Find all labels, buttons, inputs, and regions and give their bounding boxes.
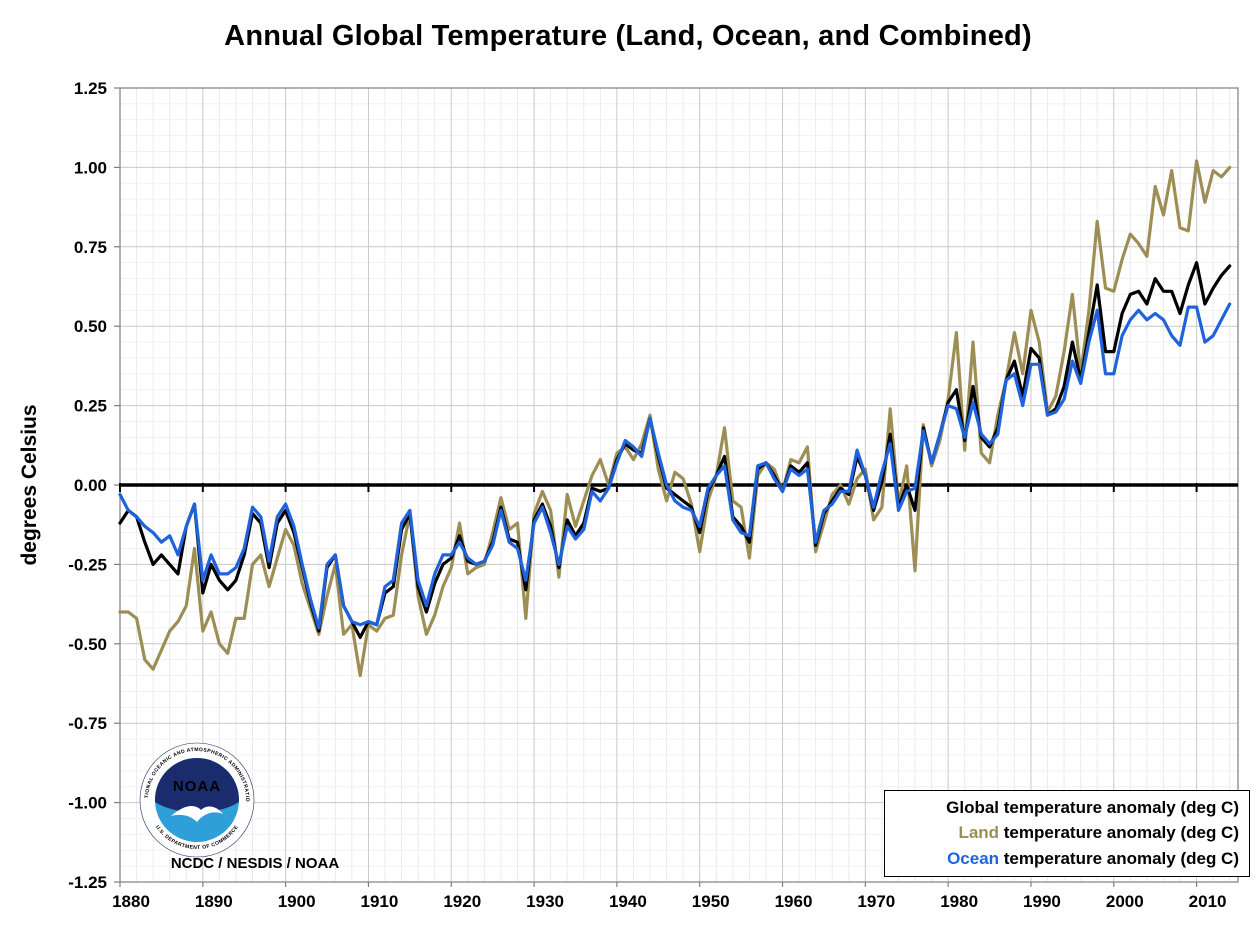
legend-entry: Land temperature anomaly (deg C) (889, 823, 1239, 843)
svg-text:0.25: 0.25 (74, 397, 107, 416)
svg-text:2000: 2000 (1106, 892, 1144, 911)
legend-entry-series: Global (946, 797, 1000, 817)
svg-text:0.75: 0.75 (74, 238, 107, 257)
chart-title: Annual Global Temperature (Land, Ocean, … (224, 20, 1032, 52)
noaa-acronym: NOAA (173, 778, 221, 795)
svg-text:1940: 1940 (609, 892, 647, 911)
noaa-sky (155, 758, 239, 813)
legend-entry-label: temperature anomaly (deg C) (999, 848, 1239, 868)
svg-text:1.00: 1.00 (74, 158, 107, 177)
legend-entry-label: temperature anomaly (deg C) (999, 823, 1239, 843)
svg-text:1920: 1920 (443, 892, 481, 911)
svg-text:-1.25: -1.25 (68, 873, 107, 892)
series-lines (118, 159, 1232, 678)
legend-entry-series: Land (958, 823, 1000, 843)
svg-text:1970: 1970 (857, 892, 895, 911)
svg-text:-0.25: -0.25 (68, 555, 107, 574)
legend: Global temperature anomaly (deg C) Land … (884, 790, 1250, 877)
legend-entry-series: Ocean (947, 848, 1000, 868)
zero-axis (119, 483, 1238, 492)
svg-text:-0.75: -0.75 (68, 714, 107, 733)
legend-entry: Global temperature anomaly (deg C) (889, 798, 1239, 818)
plot-border (114, 87, 1239, 887)
svg-text:1880: 1880 (112, 892, 150, 911)
x-tick-labels: 1880 1890 1900 1910 1920 1930 1940 1950 1960 1970… (112, 892, 1226, 911)
svg-text:2010: 2010 (1189, 892, 1227, 911)
y-tick-labels: 1.25 1.00 0.75 0.50 0.25 0.00 -0.25 -0.50 -0.75 -… (68, 79, 107, 892)
svg-text:1.25: 1.25 (74, 79, 107, 98)
svg-text:1910: 1910 (361, 892, 399, 911)
seagull-icon (171, 806, 223, 822)
svg-text:1930: 1930 (526, 892, 564, 911)
svg-text:1900: 1900 (278, 892, 316, 911)
svg-text:1950: 1950 (692, 892, 730, 911)
svg-text:1980: 1980 (940, 892, 978, 911)
noaa-logo: NOAA NATIONAL OCEANIC AND ATMOSPHERIC AD… (139, 742, 255, 858)
svg-text:1990: 1990 (1023, 892, 1061, 911)
legend-entry-label: temperature anomaly (deg C) (999, 797, 1239, 817)
svg-text:1890: 1890 (195, 892, 233, 911)
svg-text:-0.50: -0.50 (68, 635, 107, 654)
svg-text:0.50: 0.50 (74, 317, 107, 336)
svg-text:-1.00: -1.00 (68, 794, 107, 813)
svg-text:1960: 1960 (775, 892, 813, 911)
legend-entry: Ocean temperature anomaly (deg C) (889, 849, 1239, 869)
source-label: NCDC / NESDIS / NOAA (170, 855, 340, 872)
svg-text:0.00: 0.00 (74, 476, 107, 495)
